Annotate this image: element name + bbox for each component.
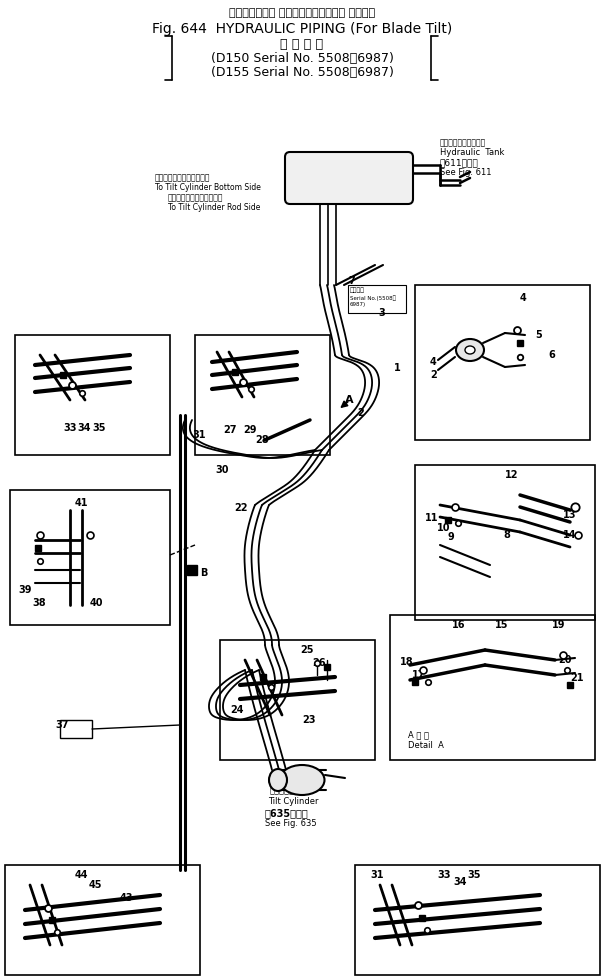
- Text: 4: 4: [520, 293, 527, 303]
- Text: (D150 Serial No. 5508～6987): (D150 Serial No. 5508～6987): [211, 52, 393, 65]
- Text: 33: 33: [63, 423, 76, 433]
- Text: 適 用 号 機: 適 用 号 機: [281, 38, 324, 51]
- Text: 34: 34: [453, 877, 466, 887]
- Text: 2: 2: [357, 408, 364, 418]
- Text: To Tilt Cylinder Rod Side: To Tilt Cylinder Rod Side: [168, 203, 260, 212]
- Text: 17: 17: [412, 670, 425, 680]
- Text: チルトシリンダロッド側へ: チルトシリンダロッド側へ: [168, 193, 223, 202]
- Text: 34: 34: [77, 423, 91, 433]
- Text: 39: 39: [18, 585, 31, 595]
- Bar: [415, 465, 595, 620]
- Text: ハイドロリックタンク: ハイドロリックタンク: [440, 138, 486, 147]
- Text: 21: 21: [570, 673, 583, 683]
- Text: 16: 16: [452, 620, 465, 630]
- Text: 41: 41: [75, 498, 88, 508]
- Text: 11: 11: [425, 513, 439, 523]
- Text: 8: 8: [503, 530, 510, 540]
- Text: 第611図参照: 第611図参照: [440, 158, 479, 167]
- Text: 26: 26: [312, 658, 325, 668]
- Text: 13: 13: [563, 510, 577, 520]
- Text: Serial No.(5508～: Serial No.(5508～: [350, 295, 396, 301]
- Text: 第635図参照: 第635図参照: [265, 808, 309, 818]
- Text: 43: 43: [120, 893, 134, 903]
- Bar: [15, 335, 170, 455]
- Bar: [10, 490, 170, 625]
- Text: See Fig. 635: See Fig. 635: [265, 819, 316, 828]
- Text: 31: 31: [192, 430, 206, 440]
- Text: 1: 1: [394, 363, 401, 373]
- Text: チルトシリンダボトム側へ: チルトシリンダボトム側へ: [155, 173, 211, 182]
- Bar: [5, 865, 200, 975]
- Bar: [415, 285, 590, 440]
- Text: 45: 45: [89, 880, 102, 890]
- Text: 37: 37: [55, 720, 68, 730]
- Bar: [60, 720, 92, 738]
- Text: 31: 31: [370, 870, 384, 880]
- Text: 5: 5: [535, 330, 541, 340]
- Text: A 詳 細: A 詳 細: [408, 730, 429, 739]
- Text: A: A: [345, 395, 354, 405]
- Ellipse shape: [456, 339, 484, 361]
- Text: Hydraulic  Tank: Hydraulic Tank: [440, 148, 505, 157]
- Text: 27: 27: [223, 425, 237, 435]
- Text: 3: 3: [378, 308, 385, 318]
- Bar: [195, 335, 330, 455]
- Text: Tilt Cylinder: Tilt Cylinder: [268, 797, 318, 806]
- Text: ハイドロリック ハイビング（ブレード チルト）: ハイドロリック ハイビング（ブレード チルト）: [229, 8, 375, 18]
- Text: 7: 7: [348, 276, 355, 286]
- Ellipse shape: [465, 346, 475, 354]
- Text: 20: 20: [558, 655, 572, 665]
- Text: 9: 9: [448, 532, 455, 542]
- Text: 12: 12: [505, 470, 518, 480]
- Text: Fig. 644  HYDRAULIC PIPING (For Blade Tilt): Fig. 644 HYDRAULIC PIPING (For Blade Til…: [152, 22, 452, 36]
- Text: 18: 18: [400, 657, 414, 667]
- Text: 35: 35: [467, 870, 480, 880]
- Text: 19: 19: [552, 620, 566, 630]
- Text: 40: 40: [90, 598, 103, 608]
- Text: 33: 33: [437, 870, 451, 880]
- Ellipse shape: [269, 769, 287, 791]
- Text: See Fig. 611: See Fig. 611: [440, 168, 491, 177]
- Bar: [220, 640, 375, 760]
- Bar: [348, 285, 406, 313]
- Text: 適用番号: 適用番号: [350, 287, 365, 293]
- Text: 38: 38: [32, 598, 45, 608]
- Text: To Tilt Cylinder Bottom Side: To Tilt Cylinder Bottom Side: [155, 183, 261, 192]
- Text: 6987): 6987): [350, 302, 366, 307]
- Text: 14: 14: [563, 530, 577, 540]
- Text: 35: 35: [92, 423, 105, 433]
- Text: 23: 23: [302, 715, 315, 725]
- Text: 28: 28: [255, 435, 269, 445]
- Text: (D155 Serial No. 5508～6987): (D155 Serial No. 5508～6987): [211, 66, 393, 79]
- Text: チルトシリンダ: チルトシリンダ: [270, 786, 305, 795]
- Text: Detail  A: Detail A: [408, 741, 444, 750]
- Ellipse shape: [280, 765, 324, 795]
- Text: 2: 2: [430, 370, 437, 380]
- Text: 6: 6: [548, 350, 555, 360]
- Text: 30: 30: [215, 465, 229, 475]
- Text: 22: 22: [234, 503, 247, 513]
- Text: 10: 10: [437, 523, 451, 533]
- FancyBboxPatch shape: [285, 152, 413, 204]
- Bar: [355, 865, 600, 975]
- Text: B: B: [200, 568, 208, 578]
- Text: 4: 4: [430, 357, 437, 367]
- Text: 24: 24: [230, 705, 243, 715]
- Text: 29: 29: [243, 425, 257, 435]
- Text: 44: 44: [75, 870, 88, 880]
- Text: 15: 15: [495, 620, 508, 630]
- Bar: [390, 615, 595, 760]
- Text: 25: 25: [300, 645, 313, 655]
